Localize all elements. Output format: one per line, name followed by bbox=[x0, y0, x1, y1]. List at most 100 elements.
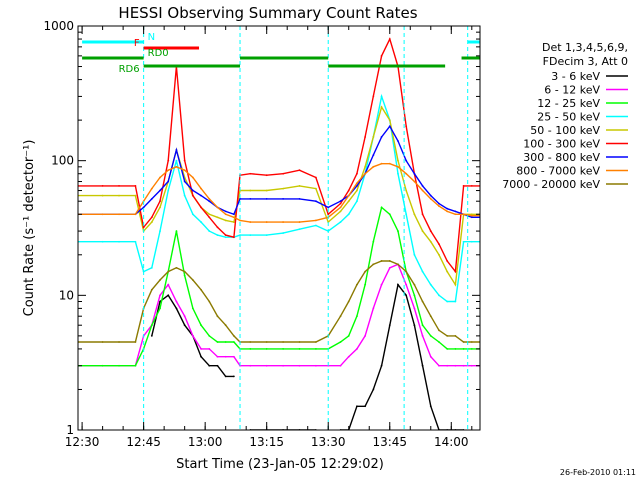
data-point bbox=[208, 364, 211, 367]
data-point bbox=[397, 172, 399, 175]
data-point bbox=[298, 169, 301, 172]
data-point bbox=[347, 355, 350, 358]
data-point bbox=[405, 189, 408, 192]
data-point bbox=[446, 334, 449, 337]
data-point bbox=[421, 334, 424, 337]
data-point bbox=[438, 205, 440, 207]
data-point bbox=[118, 240, 120, 243]
data-point bbox=[134, 194, 137, 197]
x-tick-label: 12:30 bbox=[65, 435, 100, 449]
data-point bbox=[134, 213, 137, 216]
series-line-7 bbox=[78, 163, 480, 223]
data-point bbox=[364, 165, 367, 168]
data-point bbox=[208, 230, 211, 232]
data-point bbox=[470, 348, 473, 350]
data-point bbox=[413, 294, 416, 297]
data-point bbox=[438, 341, 440, 343]
data-point bbox=[429, 194, 432, 197]
data-point bbox=[183, 159, 186, 162]
flag-label: N bbox=[148, 32, 155, 43]
data-point bbox=[356, 405, 358, 408]
data-point bbox=[101, 364, 104, 367]
data-point bbox=[298, 184, 301, 187]
data-point bbox=[265, 341, 268, 343]
data-point bbox=[462, 213, 465, 216]
data-point bbox=[134, 341, 137, 343]
y-tick-label: 100 bbox=[51, 154, 74, 168]
data-point bbox=[421, 364, 424, 367]
data-point bbox=[282, 172, 285, 175]
data-point bbox=[438, 243, 440, 246]
data-point bbox=[315, 176, 317, 179]
data-point bbox=[446, 270, 449, 273]
data-point bbox=[191, 176, 194, 179]
data-point bbox=[372, 263, 375, 266]
x-tick-label: 13:30 bbox=[311, 435, 346, 449]
data-point bbox=[327, 213, 330, 216]
data-point bbox=[200, 288, 202, 291]
data-point bbox=[454, 210, 457, 213]
x-tick-label: 13:45 bbox=[372, 435, 407, 449]
data-point bbox=[413, 283, 416, 286]
data-point bbox=[175, 159, 178, 162]
timestamp: 26-Feb-2010 01:11 bbox=[560, 468, 636, 477]
data-point bbox=[183, 274, 186, 277]
series-line-8 bbox=[78, 260, 480, 343]
data-point bbox=[347, 300, 350, 303]
data-point bbox=[372, 136, 375, 138]
data-point bbox=[208, 334, 211, 337]
data-point bbox=[380, 364, 383, 367]
data-point bbox=[397, 263, 399, 266]
data-point bbox=[397, 165, 399, 168]
data-point bbox=[159, 279, 161, 281]
data-point bbox=[388, 162, 391, 165]
data-point bbox=[380, 260, 383, 262]
data-point bbox=[208, 216, 211, 219]
data-point bbox=[224, 355, 227, 358]
vertical-markers bbox=[143, 26, 469, 430]
data-point bbox=[347, 200, 350, 203]
data-point bbox=[216, 226, 219, 229]
data-point bbox=[298, 364, 301, 367]
data-point bbox=[134, 364, 137, 367]
data-point bbox=[134, 240, 137, 243]
data-point bbox=[454, 364, 457, 367]
flag-label: RD0 bbox=[148, 48, 169, 59]
data-point bbox=[249, 221, 252, 223]
data-point bbox=[175, 266, 178, 269]
data-point bbox=[413, 324, 416, 327]
data-point bbox=[265, 174, 268, 177]
data-point bbox=[380, 136, 383, 138]
data-point bbox=[200, 187, 202, 190]
status-flags: NF RD0 RD6 bbox=[82, 32, 480, 75]
data-point bbox=[282, 232, 285, 234]
data-point bbox=[462, 348, 465, 350]
data-point bbox=[249, 198, 252, 200]
data-point bbox=[191, 334, 194, 337]
data-point bbox=[438, 253, 440, 256]
x-tick-label: 12:45 bbox=[126, 435, 161, 449]
data-point bbox=[364, 172, 367, 175]
data-point bbox=[438, 329, 440, 332]
data-point bbox=[150, 198, 153, 200]
data-point bbox=[216, 315, 219, 318]
data-point bbox=[191, 279, 194, 281]
data-point bbox=[438, 202, 440, 205]
data-point bbox=[167, 294, 170, 297]
data-point bbox=[405, 159, 408, 162]
data-point bbox=[413, 180, 416, 183]
data-point bbox=[224, 324, 227, 327]
data-point bbox=[405, 294, 408, 297]
data-point bbox=[224, 213, 227, 216]
data-point bbox=[175, 149, 178, 151]
data-point bbox=[454, 348, 457, 350]
data-point bbox=[298, 341, 301, 343]
data-point bbox=[462, 341, 465, 343]
data-point bbox=[224, 236, 227, 239]
data-point bbox=[397, 283, 399, 286]
data-point bbox=[372, 388, 375, 391]
data-point bbox=[183, 270, 186, 273]
data-point bbox=[454, 334, 457, 337]
data-point bbox=[462, 184, 465, 187]
x-tick-label: 14:00 bbox=[434, 435, 469, 449]
